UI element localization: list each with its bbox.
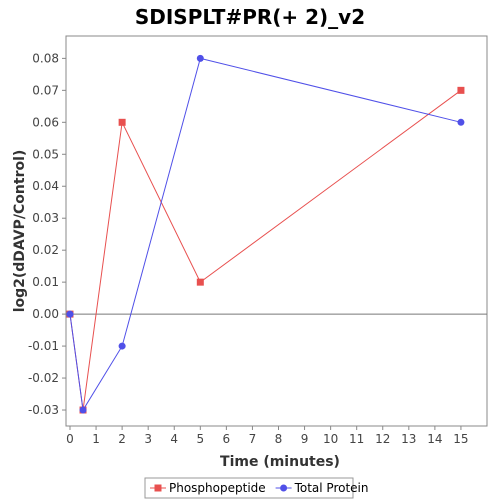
y-tick-label: 0.02 xyxy=(32,243,59,257)
data-point xyxy=(118,342,126,350)
x-tick-label: 14 xyxy=(427,432,442,446)
y-tick-label: 0.00 xyxy=(32,307,59,321)
x-tick-label: 13 xyxy=(401,432,416,446)
data-point xyxy=(66,310,74,318)
x-axis-label: Time (minutes) xyxy=(220,454,340,470)
x-tick-label: 7 xyxy=(249,432,257,446)
legend-item: Phosphopeptide xyxy=(150,481,266,495)
y-axis-label: log2(dDAVP/Control) xyxy=(12,150,28,313)
y-tick-label: 0.08 xyxy=(32,51,59,65)
data-point xyxy=(457,118,465,126)
legend-marker xyxy=(280,484,288,492)
x-tick-label: 1 xyxy=(92,432,100,446)
data-point xyxy=(79,406,87,414)
legend-marker xyxy=(154,484,162,492)
y-tick-label: 0.04 xyxy=(32,179,59,193)
y-tick-label: 0.03 xyxy=(32,211,59,225)
x-tick-label: 2 xyxy=(118,432,126,446)
data-point xyxy=(196,54,204,62)
data-point xyxy=(118,118,126,126)
x-tick-label: 5 xyxy=(196,432,204,446)
series-group xyxy=(66,54,465,414)
y-tick-label: -0.02 xyxy=(28,371,59,385)
legend: Phosphopeptide Total Protein xyxy=(144,477,369,499)
legend-box xyxy=(144,477,354,499)
x-axis: 0 1 2 3 4 5 6 7 8 9 10 11 12 13 14 15 xyxy=(66,426,469,446)
x-tick-label: 12 xyxy=(375,432,390,446)
x-tick-label: 6 xyxy=(223,432,231,446)
y-tick-label: 0.01 xyxy=(32,275,59,289)
x-tick-label: 4 xyxy=(170,432,178,446)
y-tick-label: -0.03 xyxy=(28,403,59,417)
legend-item: Total Protein xyxy=(275,481,369,495)
data-point xyxy=(457,86,465,94)
x-tick-label: 9 xyxy=(301,432,309,446)
y-axis: -0.03 -0.02 -0.01 0.00 0.01 0.02 0.03 0.04 0.05 0… xyxy=(28,51,66,417)
x-tick-label: 3 xyxy=(144,432,152,446)
y-tick-label: -0.01 xyxy=(28,339,59,353)
x-tick-label: 0 xyxy=(66,432,74,446)
x-tick-label: 15 xyxy=(453,432,468,446)
data-point xyxy=(196,278,204,286)
plot-area xyxy=(65,35,488,427)
x-tick-label: 8 xyxy=(275,432,283,446)
y-tick-label: 0.06 xyxy=(32,115,59,129)
x-tick-label: 10 xyxy=(323,432,338,446)
legend-label: Phosphopeptide xyxy=(169,481,266,495)
x-tick-label: 11 xyxy=(349,432,364,446)
series-total-protein xyxy=(66,54,465,414)
chart-title: SDISPLT#PR(+ 2)_v2 xyxy=(135,5,365,29)
y-tick-label: 0.05 xyxy=(32,147,59,161)
legend-label: Total Protein xyxy=(294,481,369,495)
y-tick-label: 0.07 xyxy=(32,83,59,97)
